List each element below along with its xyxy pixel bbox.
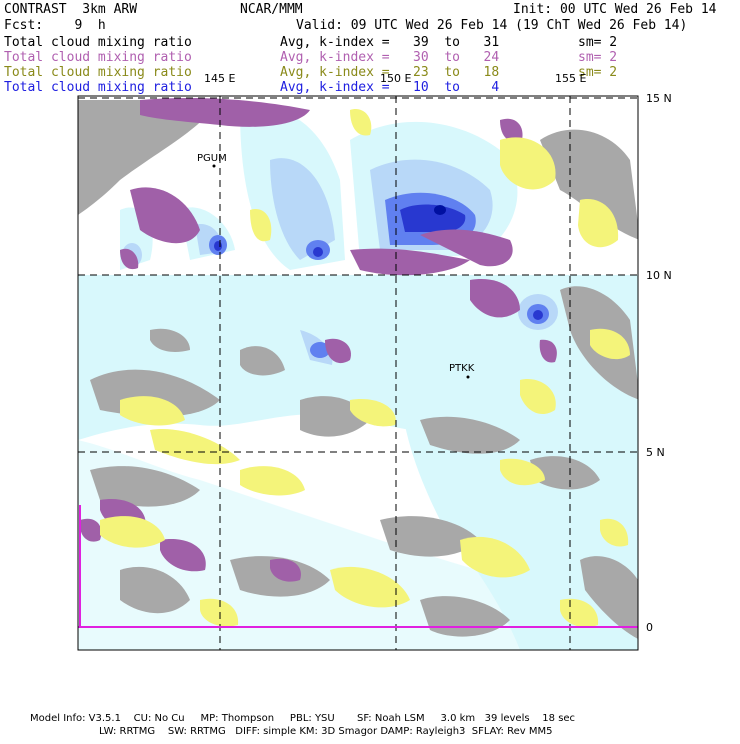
lat-label-15n: 15 N (646, 92, 672, 106)
lat-label-10n: 10 N (646, 269, 672, 283)
station-label-ptkk: PTKK (449, 363, 474, 374)
legend-sm-1: sm= 2 (578, 36, 617, 50)
legend-label-1: Total cloud mixing ratio (4, 36, 192, 50)
station-marker-ptkk (467, 376, 470, 379)
legend-label-4: Total cloud mixing ratio (4, 81, 192, 95)
forecast-hour: Fcst: 9 h (4, 19, 106, 33)
organization: NCAR/MMM (240, 3, 303, 17)
lon-label-150: 150 E (380, 72, 411, 86)
lon-label-155: 155 E (555, 72, 586, 86)
valid-time: Valid: 09 UTC Wed 26 Feb 14 (19 ChT Wed … (296, 19, 687, 33)
lat-label-0: 0 (646, 621, 653, 635)
model-title: CONTRAST 3km ARW (4, 3, 137, 17)
footer-model-info: Model Info: V3.5.1 CU: No Cu MP: Thompso… (30, 713, 575, 724)
footer-physics-info: LW: RRTMG SW: RRTMG DIFF: simple KM: 3D … (99, 726, 552, 737)
station-label-pgum: PGUM (197, 153, 227, 164)
lon-label-145: 145 E (204, 72, 235, 86)
legend-sm-2: sm= 2 (578, 51, 617, 65)
map-plot-area (78, 96, 640, 650)
legend-label-2: Total cloud mixing ratio (4, 51, 192, 65)
legend-label-3: Total cloud mixing ratio (4, 66, 192, 80)
legend-range-1: Avg, k-index = 39 to 31 (280, 36, 499, 50)
init-time: Init: 00 UTC Wed 26 Feb 14 (513, 3, 717, 17)
station-marker-pgum (213, 165, 216, 168)
lat-label-5n: 5 N (646, 446, 665, 460)
legend-range-2: Avg, k-index = 30 to 24 (280, 51, 499, 65)
